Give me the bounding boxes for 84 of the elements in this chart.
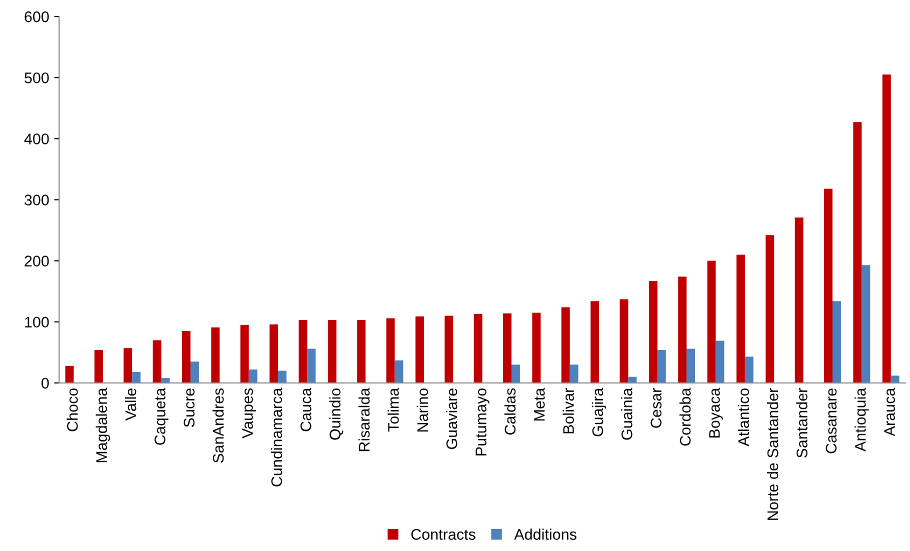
x-tick-label: Guainia xyxy=(621,388,632,440)
bar xyxy=(590,301,600,383)
bar xyxy=(882,74,891,383)
bar xyxy=(648,280,658,383)
x-tick-label: Cesar xyxy=(650,388,662,428)
bar xyxy=(190,362,199,383)
x-tick-label: Cauca xyxy=(300,388,312,432)
x-tick-label: Norte de Santander xyxy=(767,388,778,520)
x-tick-label: Tolima xyxy=(388,388,399,432)
bar xyxy=(328,320,336,383)
y-tick-label: 0 xyxy=(42,378,49,389)
bar xyxy=(240,324,249,383)
bar xyxy=(657,350,666,383)
bar xyxy=(862,265,870,383)
y-tick-label: 200 xyxy=(24,256,49,266)
x-tick-label: Cordoba xyxy=(679,388,691,446)
x-tick-label: Boyaca xyxy=(709,388,723,438)
x-tick-label: Caldas xyxy=(504,388,516,435)
bar xyxy=(386,318,395,383)
x-tick-label: Putumayo xyxy=(476,388,490,456)
legend-label: Contracts xyxy=(411,529,476,540)
bar xyxy=(832,301,841,383)
x-tick-label: Vaupes xyxy=(242,388,256,438)
bar xyxy=(124,348,132,383)
bar xyxy=(707,260,716,383)
bar xyxy=(686,348,696,383)
legend-label: Additions xyxy=(514,528,576,540)
x-tick-label: Narino xyxy=(416,388,428,432)
bar xyxy=(503,313,512,383)
x-tick-label: Cundinamarca xyxy=(270,388,282,486)
bar xyxy=(824,188,832,383)
bar xyxy=(511,364,520,383)
bar xyxy=(248,370,258,383)
bar xyxy=(678,276,687,383)
x-tick-label: Guaviare xyxy=(446,388,458,450)
y-tick-label: 400 xyxy=(24,134,49,144)
x-tick-label: Meta xyxy=(534,388,545,421)
bar xyxy=(853,122,862,383)
bar xyxy=(394,360,404,383)
bar xyxy=(890,376,900,383)
bar xyxy=(415,316,424,383)
x-tick-label: Arauca xyxy=(884,388,895,436)
bar xyxy=(794,217,804,383)
bar xyxy=(94,350,103,383)
bar xyxy=(444,316,454,383)
x-tick-label: Guajira xyxy=(592,388,606,436)
x-tick-label: Magdalena xyxy=(96,388,110,462)
bar xyxy=(532,312,541,383)
bar xyxy=(570,364,578,383)
bar xyxy=(716,340,724,383)
x-tick-label: Casanare xyxy=(826,388,837,454)
x-tick-label: Atlantico xyxy=(738,388,750,446)
y-tick-label: 500 xyxy=(24,72,49,84)
bar xyxy=(211,327,220,383)
y-tick-label: 100 xyxy=(25,316,49,328)
bar xyxy=(161,378,170,383)
bar xyxy=(766,235,774,383)
x-tick-label: SanAndres xyxy=(212,388,224,463)
bar xyxy=(65,366,74,383)
bar xyxy=(278,370,286,383)
x-tick-label: Valle xyxy=(124,388,136,421)
x-tick-label: Antioquia xyxy=(854,388,869,452)
x-tick-label: Quindio xyxy=(329,388,344,440)
bar xyxy=(152,340,162,383)
x-tick-label: Choco xyxy=(66,388,78,432)
bar xyxy=(182,331,190,383)
y-tick-label: 600 xyxy=(24,11,49,22)
bar xyxy=(744,356,754,383)
bar xyxy=(132,372,141,383)
bar xyxy=(357,320,366,383)
bar xyxy=(736,254,745,383)
bar xyxy=(620,299,628,383)
y-tick-label: 300 xyxy=(24,194,49,206)
x-tick-label: Risaralda xyxy=(358,388,370,452)
bar xyxy=(307,348,316,383)
x-tick-label: Santander xyxy=(796,388,808,458)
x-tick-label: Caqueta xyxy=(154,388,168,445)
x-tick-label: Sucre xyxy=(184,388,195,428)
x-tick-label: Bolivar xyxy=(562,388,574,434)
bar xyxy=(474,314,482,383)
bar xyxy=(270,324,278,383)
bar xyxy=(561,307,570,383)
bar xyxy=(298,320,308,383)
bar xyxy=(628,376,637,383)
